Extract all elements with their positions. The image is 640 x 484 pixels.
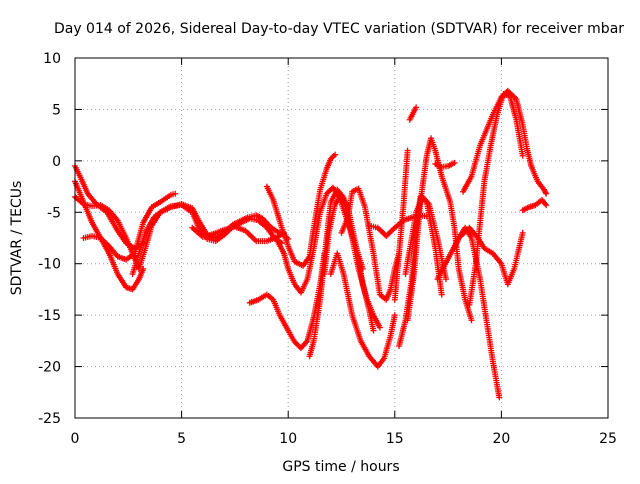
chart-title: Day 014 of 2026, Sidereal Day-to-day VTE…: [54, 21, 624, 37]
x-tick-label: 15: [386, 431, 404, 447]
y-tick-label: 5: [52, 102, 61, 118]
series-track-23: [451, 224, 503, 401]
series-track-14: [327, 250, 398, 370]
y-tick-label: -5: [47, 205, 61, 221]
data-point: [519, 152, 526, 159]
data-point: [391, 312, 398, 319]
data-point: [468, 317, 475, 324]
data-point: [451, 159, 458, 166]
data-point: [376, 324, 383, 331]
x-tick-label: 10: [279, 431, 297, 447]
series-track-20: [406, 104, 420, 123]
data-point: [438, 291, 445, 298]
series-track-15: [366, 212, 430, 239]
series-track-22: [434, 224, 526, 288]
series-track-12: [321, 191, 377, 334]
series-track-27: [528, 163, 550, 197]
series-track-16: [391, 147, 411, 303]
x-tick-label: 0: [71, 431, 80, 447]
series-track-18: [402, 193, 449, 283]
grid-lines: [75, 58, 608, 418]
series-track-7: [189, 223, 287, 245]
axis-ticks: 0 5 10 15 20 25 -25 -20 -15 -10 -5 0 5 10: [38, 51, 617, 447]
data-point: [496, 394, 503, 401]
y-tick-label: -20: [38, 360, 61, 376]
data-point: [543, 190, 550, 197]
data-point: [370, 327, 377, 334]
x-tick-label: 25: [599, 431, 617, 447]
data-markers: [72, 87, 550, 401]
series-track-26: [519, 196, 550, 214]
data-point: [404, 147, 411, 154]
x-tick-label: 5: [177, 431, 186, 447]
x-axis-label: GPS time / hours: [282, 459, 399, 475]
y-tick-label: -25: [38, 411, 61, 427]
series-track-13: [338, 185, 403, 303]
series-track-24: [460, 87, 535, 195]
x-tick-label: 20: [492, 431, 510, 447]
data-point: [542, 200, 549, 207]
y-axis-label: SDTVAR / TECUs: [9, 181, 25, 296]
y-tick-label: 0: [52, 154, 61, 170]
series-track-4: [80, 190, 179, 263]
series-track-25: [466, 91, 526, 308]
y-tick-label: 10: [43, 51, 61, 67]
plot-border: [74, 57, 609, 419]
data-point: [442, 276, 449, 283]
y-tick-label: -15: [38, 308, 61, 324]
series-track-3: [72, 193, 142, 272]
data-point: [332, 151, 339, 158]
data-point: [172, 190, 179, 197]
data-point: [413, 104, 420, 111]
data-point: [519, 229, 526, 236]
data-point: [543, 202, 550, 209]
series-track-21: [432, 159, 458, 171]
y-tick-label: -10: [38, 257, 61, 273]
